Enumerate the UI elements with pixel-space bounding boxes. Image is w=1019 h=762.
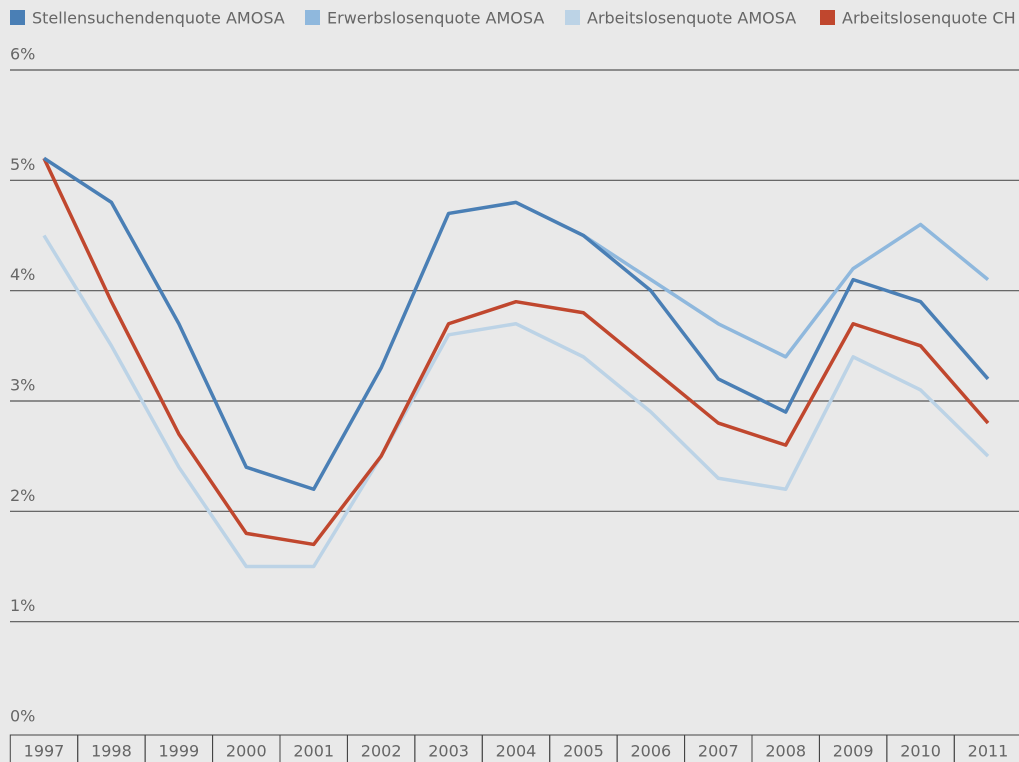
x-tick-label: 2005 <box>563 742 604 761</box>
x-tick-label: 2007 <box>698 742 739 761</box>
legend-swatch <box>820 10 835 25</box>
legend-swatch <box>305 10 320 25</box>
x-tick-label: 2003 <box>428 742 469 761</box>
x-tick-label: 2000 <box>226 742 267 761</box>
legend-label: Erwerbslosenquote AMOSA <box>327 9 544 28</box>
x-tick-label: 2001 <box>293 742 334 761</box>
legend-swatch <box>565 10 580 25</box>
x-tick-label: 1999 <box>158 742 199 761</box>
series-line <box>42 157 990 547</box>
x-tick-label: 1997 <box>24 742 65 761</box>
x-cell <box>953 734 1019 762</box>
y-tick-label: 5% <box>10 155 35 174</box>
y-tick-label: 0% <box>10 707 35 726</box>
y-tick-label: 2% <box>10 486 35 505</box>
series-line <box>43 156 990 492</box>
legend-label: Stellensuchendenquote AMOSA <box>32 9 285 28</box>
x-tick-label: 2009 <box>833 742 874 761</box>
x-tick-label: 2004 <box>496 742 537 761</box>
series-line <box>582 222 990 359</box>
x-tick-label: 2006 <box>630 742 671 761</box>
legend-swatch <box>10 10 25 25</box>
x-tick-label: 2008 <box>765 742 806 761</box>
legend-label: Arbeitslosenquote CH <box>842 9 1016 28</box>
x-tick-label: 2010 <box>900 742 941 761</box>
y-tick-label: 3% <box>10 376 35 395</box>
legend-label: Arbeitslosenquote AMOSA <box>587 9 796 28</box>
y-tick-label: 4% <box>10 265 35 284</box>
x-tick-label: 1998 <box>91 742 132 761</box>
y-tick-label: 6% <box>10 45 35 64</box>
y-tick-label: 1% <box>10 596 35 615</box>
x-tick-label: 2002 <box>361 742 402 761</box>
x-tick-label: 2011 <box>968 742 1009 761</box>
series-line <box>42 234 990 569</box>
